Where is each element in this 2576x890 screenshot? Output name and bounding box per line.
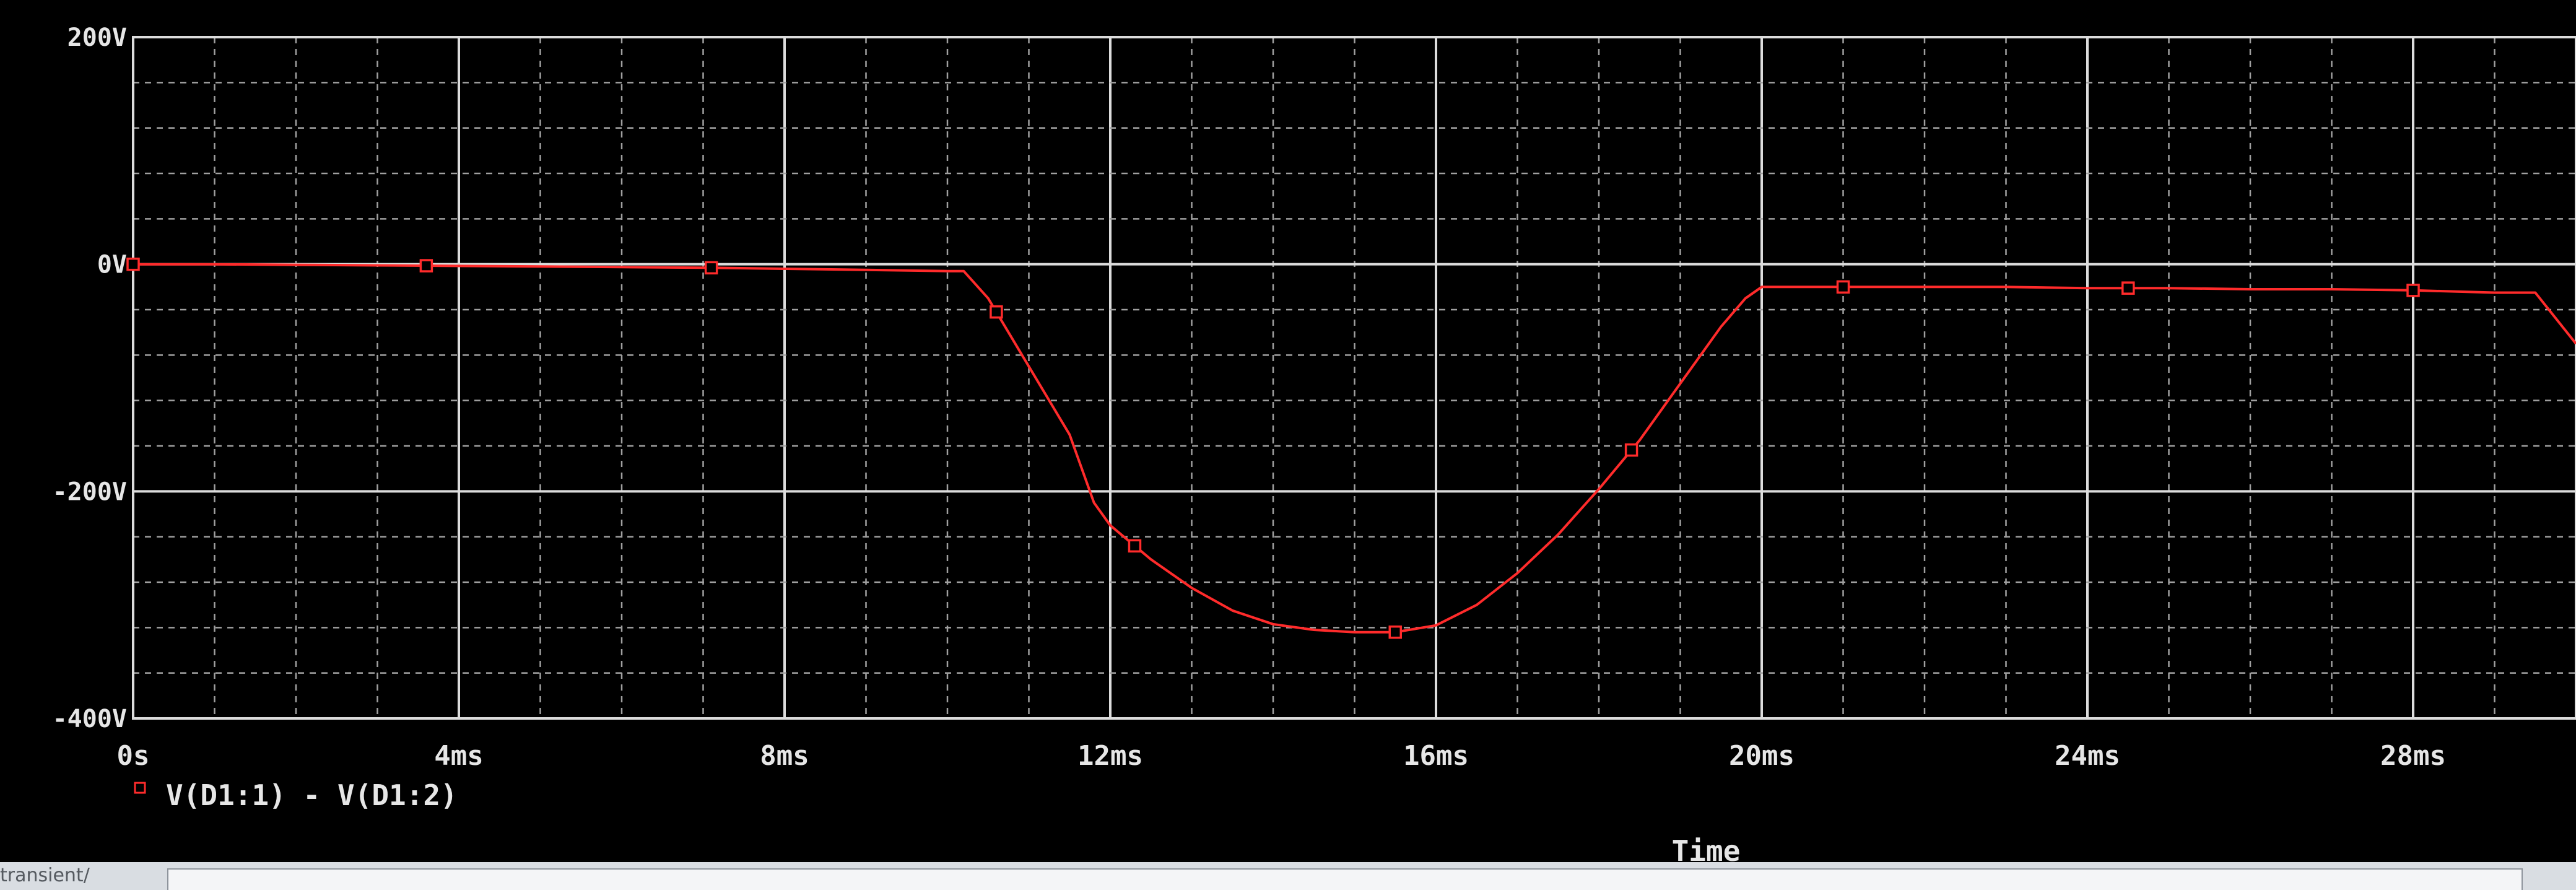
plot-area: 200V 0V -200V -400V 0s 4ms 8ms 12ms 16ms 20ms 24ms… [0,0,2576,868]
series-marker [990,305,1003,319]
series-marker [2121,281,2135,295]
x-tick-label: 4ms [434,740,483,772]
x-tick-label: 8ms [760,740,809,772]
grid [132,36,2576,720]
series-line [133,263,2576,634]
series-marker [704,261,718,275]
series-marker [1388,625,1402,639]
y-tick-label: -200V [53,478,127,506]
bottom-strip-label: transient/ [0,865,90,886]
series-marker [2406,284,2420,297]
x-tick-label: 20ms [1729,740,1795,772]
x-axis-title: Time [1672,834,1741,862]
series-marker [126,257,140,271]
x-tick-label: 28ms [2380,740,2446,772]
plot-border [132,36,2576,720]
legend-marker-square [134,782,146,794]
y-tick-label: 200V [67,24,127,52]
plot-background [0,0,2576,862]
series-marker [1624,443,1638,457]
bottom-status-strip: transient/ [0,862,2576,890]
tick-labels: 200V 0V -200V -400V 0s 4ms 8ms 12ms 16ms 20ms 24ms… [53,24,2446,772]
legend-label: V(D1:1) - V(D1:2) [166,779,458,812]
series-marker [1836,280,1850,294]
x-tick-label: 0s [117,740,150,772]
legend[interactable]: V(D1:1) - V(D1:2) [134,779,458,812]
bottom-text-field[interactable] [167,868,2523,890]
series-marker [419,259,433,273]
y-tick-label: -400V [53,705,127,733]
x-tick-label: 16ms [1403,740,1469,772]
series-marker [1128,539,1142,553]
x-tick-label: 24ms [2055,740,2120,772]
trace-layer [126,257,2576,639]
y-tick-label: 0V [97,251,127,279]
x-tick-label: 12ms [1077,740,1143,772]
